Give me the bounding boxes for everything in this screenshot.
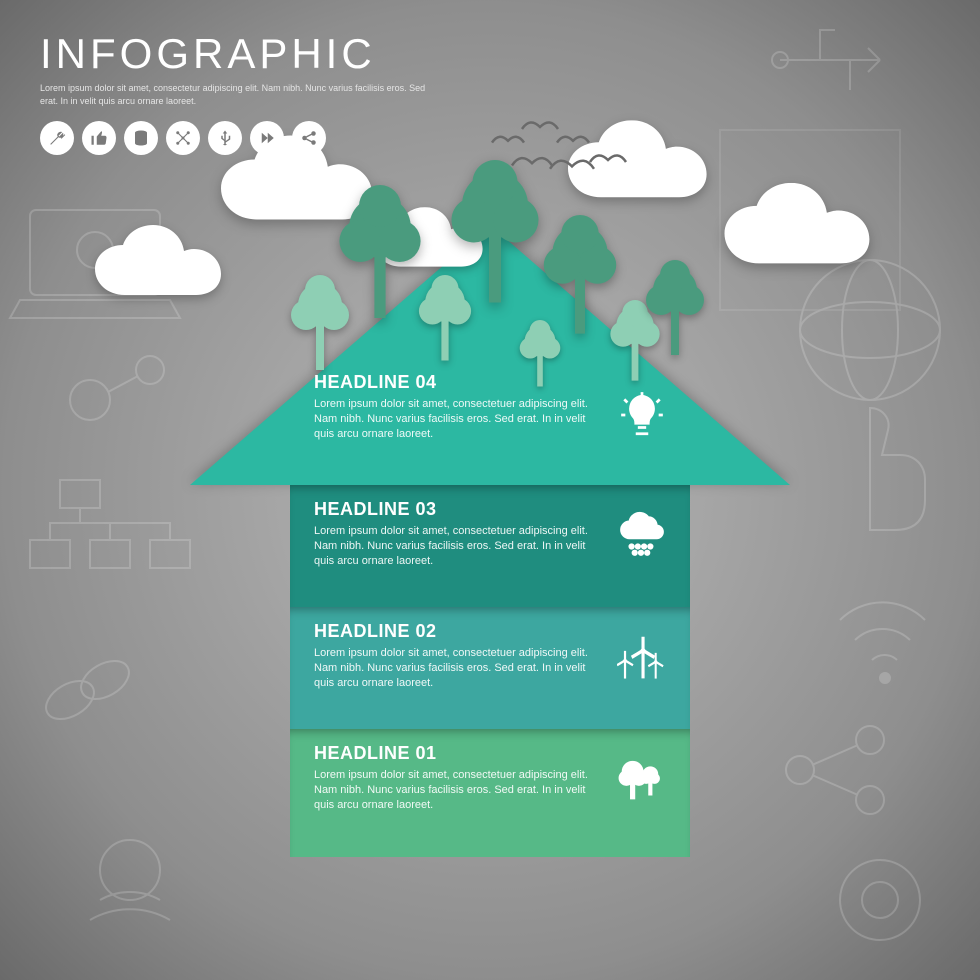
arrow [190, 225, 790, 485]
bird [555, 130, 591, 148]
header-icon-row [40, 121, 440, 155]
section-body: Lorem ipsum dolor sit amet, consectetuer… [314, 524, 602, 569]
section-body: Lorem ipsum dolor sit amet, consectetuer… [314, 397, 602, 442]
tools-icon [40, 121, 74, 155]
section-body: Lorem ipsum dolor sit amet, consectetuer… [314, 768, 602, 813]
database-icon [124, 121, 158, 155]
section-03: HEADLINE 03 Lorem ipsum dolor sit amet, … [290, 485, 690, 607]
usb-icon [208, 121, 242, 155]
section-02: HEADLINE 02 Lorem ipsum dolor sit amet, … [290, 607, 690, 729]
trees-icon [614, 753, 670, 803]
thumbsup-icon [82, 121, 116, 155]
section-body: Lorem ipsum dolor sit amet, consectetuer… [314, 646, 602, 691]
network-icon [166, 121, 200, 155]
raincloud-icon [614, 509, 670, 559]
section-title: HEADLINE 03 [314, 499, 602, 520]
arrow-head [190, 225, 790, 485]
lightbulb-icon [614, 390, 670, 440]
header: INFOGRAPHIC Lorem ipsum dolor sit amet, … [40, 30, 440, 155]
page-subtitle: Lorem ipsum dolor sit amet, consectetur … [40, 82, 440, 107]
share-icon [292, 121, 326, 155]
section-title: HEADLINE 04 [314, 372, 602, 393]
arrow-body: HEADLINE 03 Lorem ipsum dolor sit amet, … [290, 485, 690, 857]
bird [520, 115, 560, 135]
cloud [563, 120, 728, 225]
section-01: HEADLINE 01 Lorem ipsum dolor sit amet, … [290, 729, 690, 857]
forward-icon [250, 121, 284, 155]
windturbine-icon [614, 631, 670, 681]
bird [510, 150, 554, 172]
bird [588, 148, 628, 168]
section-title: HEADLINE 01 [314, 743, 602, 764]
section-title: HEADLINE 02 [314, 621, 602, 642]
bird [490, 130, 526, 148]
section-04: HEADLINE 04 Lorem ipsum dolor sit amet, … [290, 360, 690, 442]
bird [548, 152, 596, 176]
page-title: INFOGRAPHIC [40, 30, 440, 78]
